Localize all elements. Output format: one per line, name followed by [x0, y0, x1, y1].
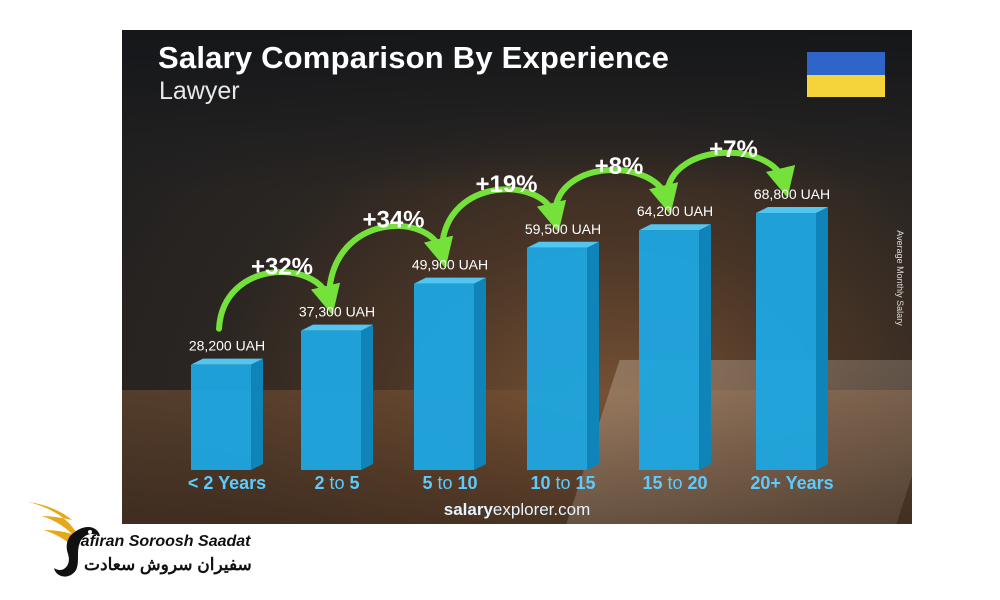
bar	[527, 247, 587, 470]
category-main: 15	[642, 473, 662, 493]
category-end: 5	[350, 473, 360, 493]
category-main: 10	[530, 473, 550, 493]
source-link[interactable]: salaryexplorer.com	[122, 500, 912, 520]
category-label: 5 to 10	[422, 473, 477, 493]
growth-label: +34%	[362, 207, 424, 234]
category-label: 15 to 20	[642, 473, 707, 493]
background-shade	[122, 30, 912, 190]
chart-title: Salary Comparison By Experience	[158, 40, 670, 75]
category-label: 20+ Years	[750, 473, 833, 493]
value-label: 64,200 UAH	[637, 203, 713, 219]
bar-side	[361, 324, 373, 470]
category-main: < 2 Years	[188, 473, 266, 493]
category-label: 10 to 15	[530, 473, 595, 493]
growth-arrow	[552, 167, 679, 215]
bar	[414, 283, 474, 470]
value-label: 28,200 UAH	[189, 338, 265, 354]
value-label: 49,900 UAH	[412, 257, 488, 273]
growth-label: +19%	[475, 171, 537, 198]
bar-top	[639, 224, 711, 231]
bar-side	[587, 241, 599, 470]
flag-blue-stripe	[807, 52, 885, 75]
bar	[639, 230, 699, 470]
growth-arrow	[439, 186, 567, 251]
y-axis-label: Average Monthly Salary	[895, 230, 905, 326]
source-rest: explorer.com	[492, 500, 591, 519]
flag-yellow-stripe	[807, 74, 885, 97]
value-label: 37,300 UAH	[299, 304, 375, 320]
category-main: 2	[314, 473, 324, 493]
bird-logo-icon	[28, 502, 100, 577]
bar-top	[414, 277, 486, 284]
bar-top	[191, 358, 263, 365]
category-connector: to	[550, 473, 575, 493]
bar-side	[251, 358, 263, 470]
bar-side	[816, 207, 828, 471]
category-end: 20	[688, 473, 708, 493]
value-label: 68,800 UAH	[754, 186, 830, 202]
bar	[191, 364, 251, 470]
bar-side	[474, 277, 486, 470]
bar-top	[527, 241, 599, 248]
bar	[756, 213, 816, 471]
category-label: < 2 Years	[188, 473, 266, 493]
category-connector: to	[432, 473, 457, 493]
growth-label: +32%	[251, 254, 313, 281]
ukraine-flag-icon	[807, 52, 885, 97]
logo-name-persian: سفیران سروش سعادت	[84, 555, 252, 574]
growth-arrow	[216, 269, 341, 332]
chart-subtitle: Lawyer	[159, 77, 240, 105]
bar-top	[756, 207, 828, 214]
category-end: 15	[576, 473, 596, 493]
category-connector: to	[324, 473, 349, 493]
bar-top	[301, 324, 373, 331]
growth-arrow	[664, 149, 796, 198]
bar	[301, 330, 361, 470]
bar-chart: +32% +34% +19% +8% +7% 28,200 UAH < 2 Years 37…	[188, 136, 834, 493]
category-label: 2 to 5	[314, 473, 359, 493]
source-bold: salary	[443, 500, 493, 519]
category-connector: to	[662, 473, 687, 493]
growth-arrow	[326, 223, 454, 298]
growth-label: +7%	[709, 136, 758, 163]
growth-label: +8%	[595, 153, 644, 180]
bar-side	[699, 224, 711, 470]
category-main: 20+ Years	[750, 473, 833, 493]
chart-panel: +32% +34% +19% +8% +7% 28,200 UAH < 2 Years 37…	[122, 30, 912, 524]
logo-name-english: Safiran Soroosh Saadat	[70, 533, 251, 550]
value-label: 59,500 UAH	[525, 221, 601, 237]
category-end: 10	[458, 473, 478, 493]
category-main: 5	[422, 473, 432, 493]
